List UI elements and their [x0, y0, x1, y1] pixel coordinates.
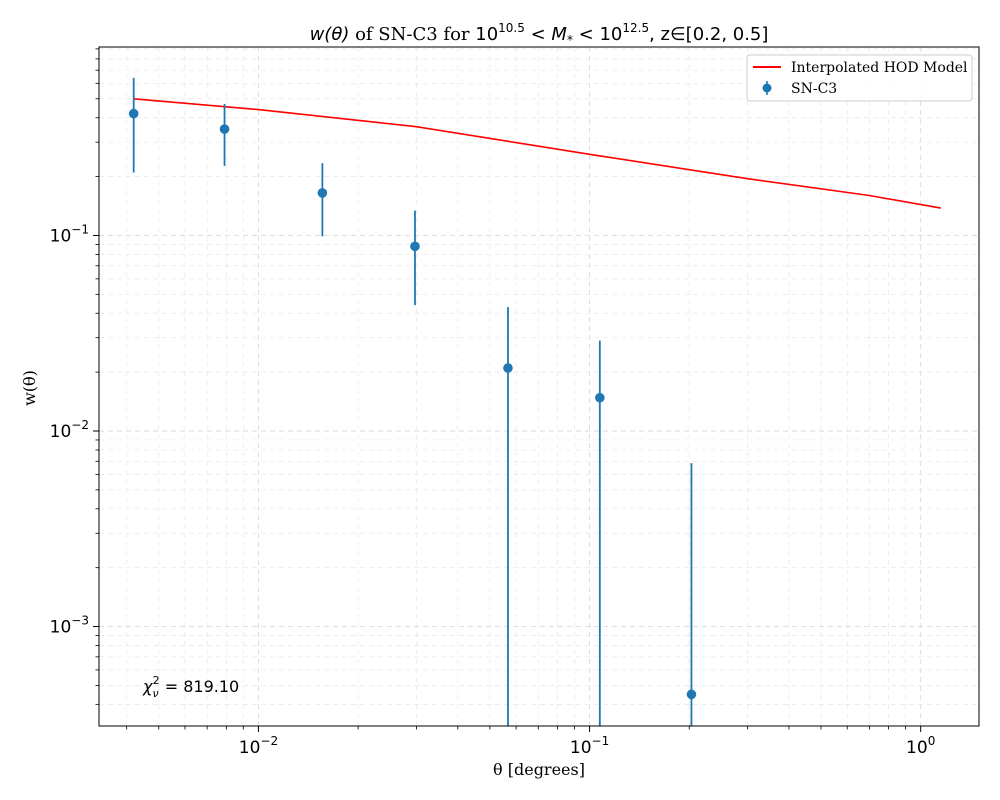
y-tick-label: 10−2	[50, 418, 89, 442]
y-axis-label: w(θ)	[20, 370, 39, 406]
data-point	[410, 241, 420, 252]
grid	[99, 47, 979, 726]
x-tick-label: 10−2	[239, 734, 278, 758]
x-axis-label: θ [degrees]	[493, 760, 585, 779]
legend: Interpolated HOD Model SN-C3	[746, 54, 973, 102]
x-tick-label: 10−1	[570, 734, 609, 758]
data-point	[686, 689, 697, 700]
data-point	[128, 108, 139, 119]
data-point	[595, 392, 605, 403]
hod-model-line	[133, 98, 941, 209]
legend-data-label: SN-C3	[791, 81, 837, 97]
legend-data-marker-icon	[762, 83, 772, 93]
x-tick-label: 100	[906, 734, 935, 758]
chi-squared-annotation: χν2 = 819.10	[142, 674, 239, 700]
plot-series	[128, 77, 941, 726]
y-tick-label: 10−3	[50, 614, 89, 638]
data-point	[503, 363, 513, 373]
y-tick-label: 10−1	[50, 222, 89, 246]
chart-title: w(θ) of SN-C3 for 1010.5 < M* < 1012.5, …	[310, 21, 769, 47]
legend-box	[746, 54, 973, 102]
data-point	[219, 124, 230, 134]
legend-model-label: Interpolated HOD Model	[791, 60, 968, 76]
axis-ticks: 10−2 10−1 100 10−3 10−2 10−1	[50, 48, 935, 758]
data-point	[317, 188, 328, 198]
axes-frame	[98, 46, 980, 727]
